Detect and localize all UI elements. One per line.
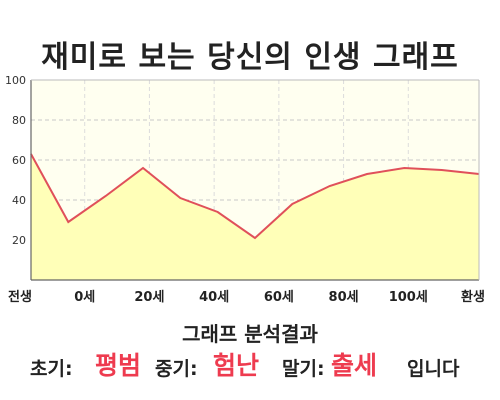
middle-label: 중기: (155, 358, 198, 380)
x-tick-label: 전생 (8, 289, 32, 305)
x-tick-label: 100세 (389, 290, 428, 305)
page-title: 재미로 보는 당신의 인생 그래프 (41, 40, 459, 75)
series-line (30, 153, 480, 240)
result-summary: 초기: 평범 중기: 험난 말기: 출세 입니다 (0, 346, 500, 380)
middle-value: 험난 (213, 351, 260, 380)
y-tick-label: 80 (12, 114, 26, 127)
late-value: 출세 (331, 351, 378, 380)
late-label: 말기: (282, 358, 325, 380)
x-tick-label: 80세 (329, 290, 359, 305)
x-tick-label: 60세 (264, 290, 294, 305)
result-suffix: 입니다 (407, 358, 460, 380)
y-tick-label: 60 (12, 154, 26, 167)
x-tick-label: 환생 (461, 289, 485, 305)
x-tick-label: 40세 (199, 290, 229, 305)
x-tick-label: 20세 (134, 290, 164, 305)
result-heading: 그래프 분석결과 (182, 322, 318, 346)
y-tick-label: 100 (5, 74, 26, 87)
x-tick-label: 0세 (74, 290, 95, 305)
y-tick-labels: 20 40 60 80 100 (5, 74, 26, 247)
y-tick-label: 20 (12, 234, 26, 247)
early-label: 초기: (30, 358, 73, 380)
early-value: 평범 (95, 351, 142, 380)
y-tick-label: 40 (12, 194, 26, 207)
x-tick-labels: 전생 0세 20세 40세 60세 80세 100세 환생 (8, 289, 485, 305)
area-fill (31, 154, 479, 280)
